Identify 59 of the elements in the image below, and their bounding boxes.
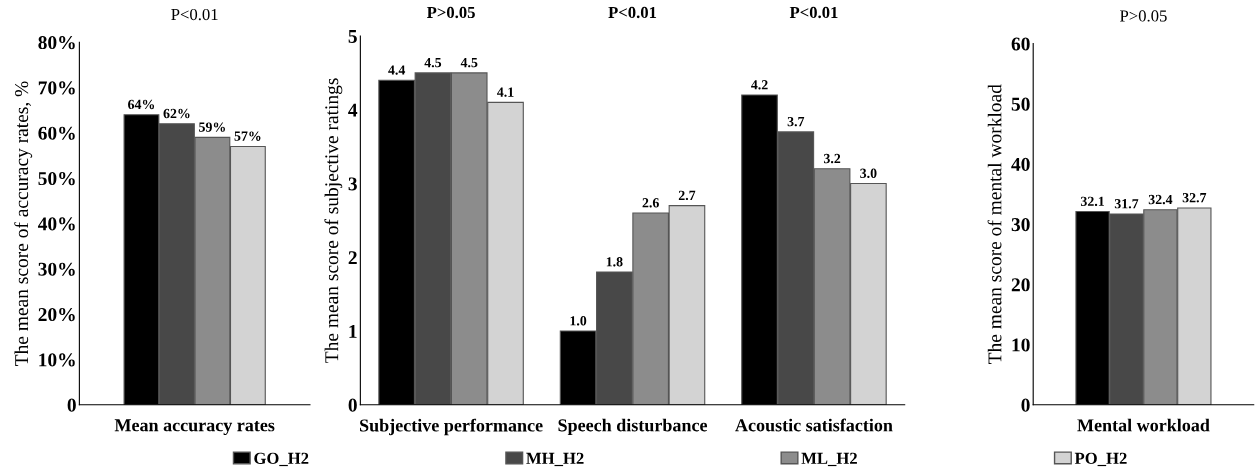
x-tick-label: Mean accuracy rates xyxy=(114,419,275,436)
y-tick-label: 10 xyxy=(1012,338,1030,352)
data-label: 2.7 xyxy=(678,190,696,201)
y-tick-label: 20% xyxy=(38,307,75,322)
y-tick-label: 80% xyxy=(38,36,75,50)
y-tick-label: 10% xyxy=(39,353,75,367)
y-tick-label: 1 xyxy=(349,324,357,338)
text: P<0.01 xyxy=(608,6,657,19)
y-tick-label: 0 xyxy=(67,398,76,412)
y-tick-label: 30 xyxy=(1011,218,1030,232)
y-tick-label: 60 xyxy=(1011,37,1030,51)
y-axis-title: The mean score of accuracy rates, % xyxy=(14,81,33,366)
chart-title: P>0.05 xyxy=(1120,10,1167,22)
y-tick-label: 50 xyxy=(1011,97,1030,111)
data-label: 4.5 xyxy=(424,58,442,68)
y-tick-label: 5 xyxy=(348,30,357,43)
data-label: 4.1 xyxy=(497,87,514,97)
chart-title: P<0.01 xyxy=(171,8,218,21)
data-label: 64% xyxy=(128,99,155,110)
data-label: 4.2 xyxy=(751,80,768,90)
data-label: 32.7 xyxy=(1182,193,1207,203)
x-tick-label: Speech disturbance xyxy=(558,418,708,436)
data-label: 4.5 xyxy=(460,58,478,68)
y-axis-title: The mean score of subjective ratings xyxy=(324,78,343,363)
legend-label: ML_H2 xyxy=(801,452,857,467)
data-label: 59% xyxy=(199,122,225,132)
y-tick-label: 3 xyxy=(348,177,357,191)
y-tick-label: 60% xyxy=(38,126,75,140)
text: P>0.05 xyxy=(426,6,475,19)
data-label: 31.7 xyxy=(1114,199,1139,209)
y-tick-label: 40% xyxy=(37,217,75,231)
data-label: 3.0 xyxy=(860,168,877,178)
y-tick-label: 20 xyxy=(1011,278,1030,292)
y-tick-label: 50% xyxy=(38,171,75,186)
data-label: 62% xyxy=(163,108,190,119)
y-axis-title: The mean score of mental workload xyxy=(987,84,1002,364)
y-tick-label: 70% xyxy=(38,81,75,95)
x-tick-label: Mental workload xyxy=(1077,418,1210,432)
y-tick-label: 0 xyxy=(1021,398,1030,412)
data-label: 1.8 xyxy=(606,257,623,267)
data-label: 1.0 xyxy=(570,316,587,326)
legend-label: MH_H2 xyxy=(526,452,584,467)
data-label: 3.7 xyxy=(787,116,805,127)
x-tick-label: Acoustic satisfaction xyxy=(735,418,893,432)
y-tick-label: 2 xyxy=(348,251,357,265)
y-tick-label: 4 xyxy=(348,103,358,117)
data-label: 57% xyxy=(234,131,261,141)
data-label: 32.4 xyxy=(1148,194,1173,205)
data-label: 2.6 xyxy=(642,198,659,208)
data-label: 4.4 xyxy=(388,65,406,75)
data-label: 3.2 xyxy=(823,153,841,164)
y-tick-label: 0 xyxy=(348,398,357,412)
data-label: 32.1 xyxy=(1080,196,1104,207)
y-tick-label: 40 xyxy=(1011,157,1030,171)
x-tick-label: Subjective performance xyxy=(360,418,543,436)
legend-label: GO_H2 xyxy=(254,452,309,467)
text: P<0.01 xyxy=(789,6,838,19)
legend-label: PO_H2 xyxy=(1074,452,1127,467)
y-tick-label: 30% xyxy=(38,262,75,276)
